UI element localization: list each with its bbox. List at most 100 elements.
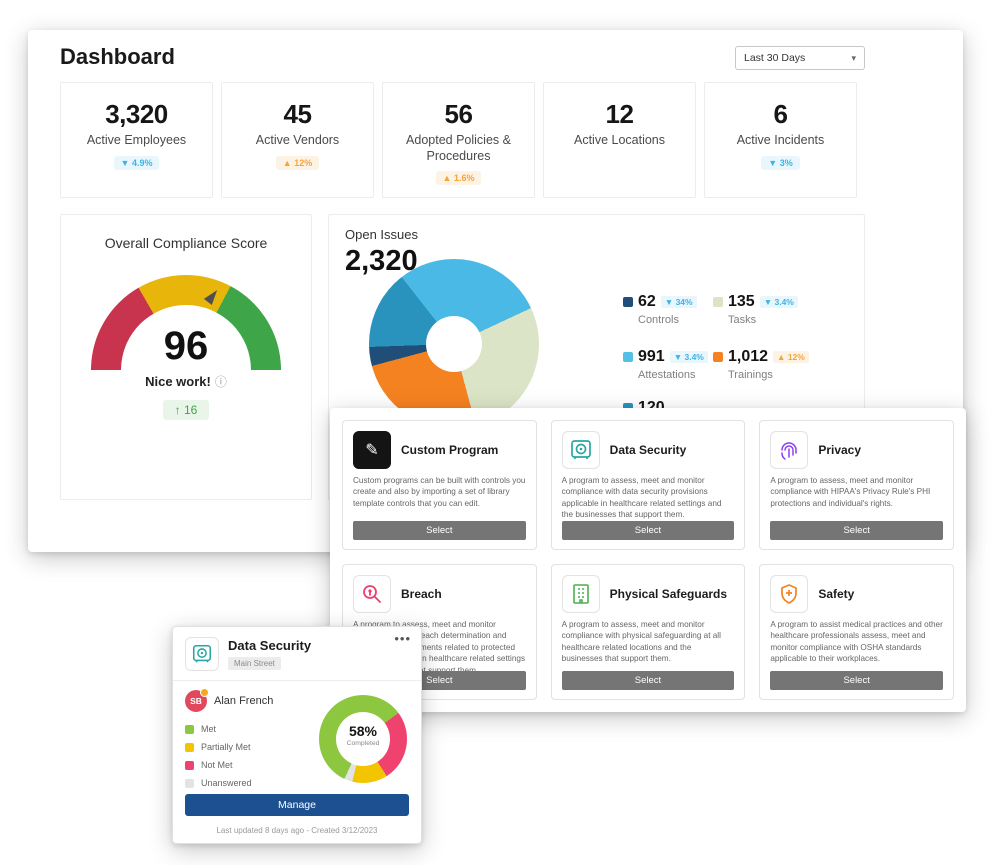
select-button[interactable]: Select <box>561 521 735 540</box>
legend-swatch <box>623 297 633 307</box>
donut-hole <box>426 316 482 372</box>
legend-item-tasks: 135 ▼ 3.4% Tasks <box>713 293 798 326</box>
detail-card-footer: Last updated 8 days ago - Created 3/12/2… <box>216 826 378 835</box>
legend-item-not-met: Not Met <box>185 760 409 770</box>
stat-card-active-locations: 12 Active Locations <box>543 82 696 198</box>
stat-card-active-employees: 3,320 Active Employees ▼ 4.9% <box>60 82 213 198</box>
stat-value: 12 <box>605 99 634 129</box>
completion-percent: 58% <box>348 723 378 739</box>
stat-card-adopted-policies: 56 Adopted Policies & Procedures ▲ 1.6% <box>382 82 535 198</box>
legend-item-unanswered: Unanswered <box>185 778 409 788</box>
select-button[interactable]: Select <box>561 671 735 690</box>
open-issues-donut-chart <box>369 259 539 429</box>
programs-panel: ✎ Custom Program Custom programs can be … <box>330 408 966 712</box>
detail-card-body: SB Alan French Met Partially Met Not Met <box>173 681 421 788</box>
legend-label: Partially Met <box>201 742 251 752</box>
program-card-data-security: Data Security A program to assess, meet … <box>550 420 746 550</box>
completion-donut-chart: 58% Completed <box>319 695 407 783</box>
pencil-icon: ✎ <box>353 431 391 469</box>
legend-label: Attestations <box>638 369 696 381</box>
program-description: A program to assess, meet and monitor co… <box>770 476 931 508</box>
legend-item-trainings: 1,012 ▲ 12% Trainings <box>713 348 809 381</box>
select-button[interactable]: Select <box>770 521 943 540</box>
date-range-select[interactable]: Last 30 Days ▾ <box>735 46 865 70</box>
gauge-cap-left <box>91 355 121 370</box>
program-title: Data Security <box>609 443 687 457</box>
notification-dot <box>200 688 209 697</box>
legend-trend-badge: ▲ 12% <box>773 351 809 363</box>
legend-swatch <box>623 352 633 362</box>
stat-card-active-vendors: 45 Active Vendors ▲ 12% <box>221 82 374 198</box>
compliance-score-title: Overall Compliance Score <box>104 235 268 251</box>
building-icon <box>561 575 600 613</box>
date-range-value: Last 30 Days <box>744 52 806 64</box>
legend-trend-badge: ▼ 34% <box>660 296 697 308</box>
safe-icon <box>561 431 600 469</box>
shield-icon <box>770 575 809 613</box>
legend-swatch <box>185 760 194 770</box>
legend-label: Trainings <box>728 369 773 381</box>
more-options-icon[interactable]: ••• <box>394 631 411 646</box>
compliance-score-value: 96 <box>163 324 209 368</box>
legend-label: Not Met <box>201 760 233 770</box>
program-card-physical-safeguards: Physical Safeguards A program to assess,… <box>550 564 746 700</box>
legend-value: 62 <box>638 293 656 310</box>
stat-card-active-incidents: 6 Active Incidents ▼ 3% <box>704 82 857 198</box>
stat-value: 6 <box>773 99 788 129</box>
avatar-initials: SB <box>190 696 202 706</box>
stat-label: Adopted Policies & Procedures <box>406 133 511 163</box>
stat-value: 3,320 <box>105 99 168 129</box>
select-button[interactable]: Select <box>353 521 526 540</box>
program-description: Custom programs can be built with contro… <box>353 476 526 508</box>
program-title: Physical Safeguards <box>609 587 728 601</box>
program-card-privacy: Privacy A program to assess, meet and mo… <box>759 420 954 550</box>
detail-card-title: Data Security <box>228 638 312 653</box>
trend-badge: ▲ 12% <box>275 155 320 170</box>
stats-row: 3,320 Active Employees ▼ 4.9% 45 Active … <box>60 82 857 198</box>
legend-swatch <box>185 778 194 788</box>
legend-swatch <box>185 724 194 734</box>
chevron-down-icon: ▾ <box>851 52 856 63</box>
program-description: A program to assess, meet and monitor co… <box>561 620 721 664</box>
detail-card-header: Data Security Main Street ••• <box>173 627 421 681</box>
pencil-glyph: ✎ <box>365 442 379 459</box>
open-issues-title: Open Issues <box>345 227 418 242</box>
legend-value: 1,012 <box>728 348 769 365</box>
compliance-message: Nice work! ⓘ <box>61 373 311 390</box>
select-button[interactable]: Select <box>770 671 943 690</box>
legend-label: Met <box>201 724 217 734</box>
trend-badge: ▼ 3% <box>761 155 800 170</box>
stat-label: Active Incidents <box>736 133 825 147</box>
info-icon[interactable]: ⓘ <box>214 375 227 389</box>
legend-item-attestations: 991 ▼ 3.4% Attestations <box>623 348 708 381</box>
legend-swatch <box>713 352 723 362</box>
user-name: Alan French <box>214 695 274 707</box>
program-title: Breach <box>401 587 442 601</box>
legend-trend-badge: ▼ 3.4% <box>669 351 708 363</box>
program-description: A program to assess, meet and monitor co… <box>561 476 722 520</box>
magnifier-icon <box>353 575 391 613</box>
donut-hole: 58% Completed <box>336 712 390 766</box>
program-card-custom-program: ✎ Custom Program Custom programs can be … <box>342 420 537 550</box>
page-title: Dashboard <box>60 44 175 69</box>
legend-item-controls: 62 ▼ 34% Controls <box>623 293 697 326</box>
program-card-safety: Safety A program to assist medical pract… <box>759 564 954 700</box>
location-badge: Main Street <box>228 657 281 670</box>
safe-icon <box>185 637 219 671</box>
program-title: Privacy <box>818 443 862 457</box>
avatar: SB <box>185 688 209 712</box>
stat-value: 45 <box>283 99 312 129</box>
compliance-message-text: Nice work! <box>145 374 211 389</box>
manage-button[interactable]: Manage <box>185 794 409 816</box>
legend-trend-badge: ▼ 3.4% <box>759 296 798 308</box>
stat-value: 56 <box>444 99 473 129</box>
trend-badge: ▲ 1.6% <box>435 171 482 186</box>
program-title: Safety <box>818 587 855 601</box>
stat-label: Active Employees <box>86 133 187 147</box>
legend-swatch <box>713 297 723 307</box>
stat-label: Active Locations <box>573 133 666 147</box>
assigned-user: SB Alan French <box>185 688 409 712</box>
legend-label: Unanswered <box>201 778 252 788</box>
trend-badge: ▼ 4.9% <box>113 155 160 170</box>
